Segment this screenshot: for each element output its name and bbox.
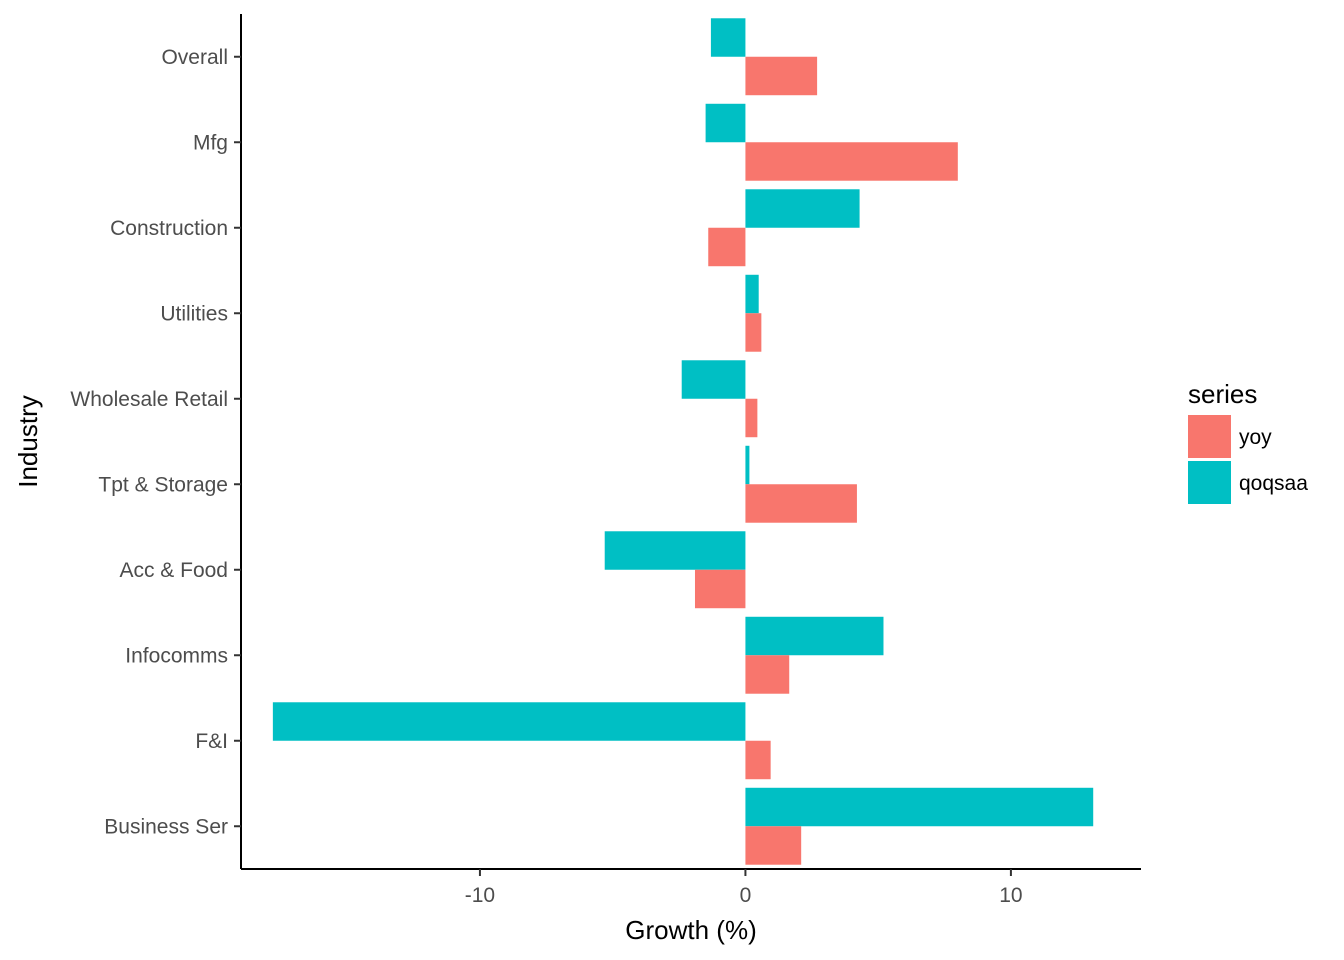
- x-tick-label: -10: [465, 884, 495, 907]
- bar-yoy: [745, 655, 790, 694]
- y-tick-label: Utilities: [160, 302, 228, 325]
- bar-qoqsaa: [681, 360, 746, 399]
- bar-yoy: [745, 142, 958, 181]
- bar-qoqsaa: [604, 531, 746, 570]
- bar-qoqsaa: [745, 787, 1094, 827]
- legend-swatch-qoqsaa: [1188, 461, 1231, 504]
- x-axis-title: Growth (%): [625, 915, 756, 945]
- y-tick-label: Business Ser: [104, 815, 228, 838]
- bar-qoqsaa: [745, 616, 884, 656]
- legend: series yoy qoqsaa: [1188, 379, 1308, 504]
- bar-yoy: [708, 227, 746, 267]
- y-tick-label: F&I: [195, 730, 228, 753]
- x-tick-label: 10: [999, 884, 1022, 907]
- x-axis-ticks: -10 0 10: [465, 869, 1023, 907]
- y-tick-label: Mfg: [193, 131, 228, 154]
- bar-yoy: [745, 398, 758, 438]
- y-axis-ticks: Overall Mfg Construction Utilities Wholesale…: [70, 46, 241, 838]
- bar-qoqsaa: [705, 103, 746, 143]
- y-tick-label: Acc & Food: [119, 559, 228, 582]
- bar-yoy: [694, 569, 746, 609]
- legend-title: series: [1188, 379, 1257, 409]
- bar-yoy: [745, 313, 762, 352]
- y-tick-label: Construction: [110, 217, 228, 240]
- bar-qoqsaa: [745, 274, 759, 314]
- bar-yoy: [745, 826, 802, 865]
- y-tick-label: Tpt & Storage: [98, 473, 228, 496]
- y-tick-label: Overall: [161, 46, 228, 69]
- bar-qoqsaa: [745, 189, 860, 228]
- bar-yoy: [745, 56, 818, 96]
- legend-label-qoqsaa: qoqsaa: [1239, 472, 1308, 495]
- legend-items: yoy qoqsaa: [1188, 415, 1308, 504]
- bar-qoqsaa: [272, 702, 746, 741]
- y-tick-label: Wholesale Retail: [70, 388, 228, 411]
- y-axis-title: Industry: [13, 395, 43, 488]
- legend-swatch-yoy: [1188, 415, 1231, 458]
- bar-qoqsaa: [710, 18, 746, 57]
- bar-yoy: [745, 740, 771, 780]
- y-tick-label: Infocomms: [125, 644, 228, 667]
- bar-yoy: [745, 484, 857, 523]
- x-tick-label: 0: [740, 884, 752, 907]
- bar-qoqsaa: [745, 445, 750, 485]
- bars-layer: [272, 18, 1094, 865]
- legend-label-yoy: yoy: [1239, 426, 1272, 449]
